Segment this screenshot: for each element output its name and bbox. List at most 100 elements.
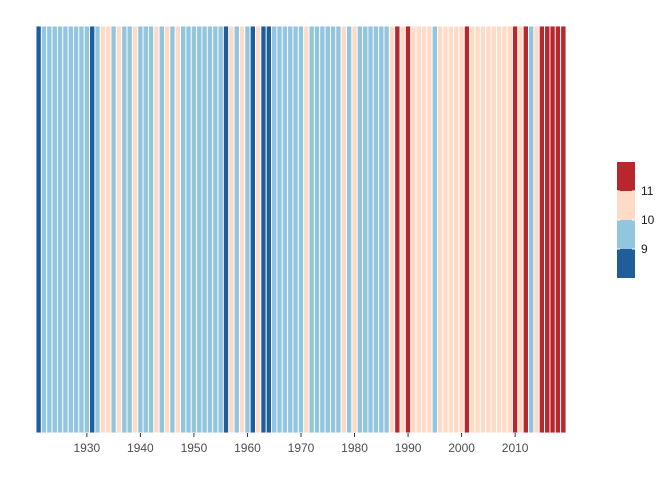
stripe-1968	[287, 25, 294, 434]
stripe-2001	[463, 25, 471, 434]
stripe-2003	[474, 25, 481, 434]
stripe-1940	[137, 25, 144, 434]
stripe-1988	[394, 25, 401, 434]
stripe-1973	[313, 25, 321, 434]
stripe-1982	[362, 25, 369, 434]
stripe-1953	[206, 25, 214, 434]
stripe-1956	[222, 25, 230, 434]
legend-label-9: 9	[641, 242, 648, 256]
stripe-1941	[142, 25, 149, 434]
stripe-1976	[329, 25, 337, 434]
stripe-1949	[185, 25, 192, 434]
stripe-1960	[244, 25, 251, 434]
stripe-1967	[281, 25, 289, 434]
stripe-1943	[153, 25, 160, 434]
stripe-1997	[442, 25, 449, 434]
legend-swatch-0	[617, 162, 635, 191]
stripe-1947	[174, 25, 181, 434]
stripe-1932	[94, 25, 101, 434]
stripe-1926	[62, 25, 69, 434]
stripe-1945	[164, 25, 171, 434]
stripe-1921	[35, 25, 42, 434]
x-tick-label-1980: 1980	[341, 441, 368, 455]
stripe-1978	[340, 25, 347, 434]
legend-swatch-2	[617, 220, 635, 249]
stripes-group	[35, 25, 567, 434]
stripe-1994	[426, 25, 433, 434]
stripe-2005	[485, 25, 492, 434]
stripe-2011	[517, 25, 524, 434]
stripe-2015	[538, 25, 546, 434]
legend: 11 10 9	[617, 162, 655, 278]
stripe-1995	[431, 25, 438, 434]
x-tick-label-1940: 1940	[127, 441, 154, 455]
x-tick-label-2000: 2000	[448, 441, 475, 455]
stripe-1957	[228, 25, 235, 434]
x-tick-label-1930: 1930	[74, 441, 101, 455]
legend-swatch-3	[617, 249, 635, 278]
stripe-1985	[378, 25, 385, 434]
stripe-1971	[303, 25, 310, 434]
stripe-2019	[560, 25, 567, 434]
stripe-1928	[73, 25, 80, 434]
stripe-2017	[549, 25, 556, 434]
legend-label-11: 11	[641, 184, 654, 198]
stripe-2012	[522, 25, 529, 434]
stripe-1986	[383, 25, 390, 434]
stripe-1925	[56, 25, 64, 434]
stripe-1981	[356, 25, 364, 434]
stripe-1955	[217, 25, 224, 434]
stripe-1989	[399, 25, 406, 434]
stripe-1974	[319, 25, 326, 434]
stripe-1979	[346, 25, 353, 434]
stripe-2009	[506, 25, 513, 434]
legend-swatch-1	[617, 191, 635, 220]
stripe-1935	[110, 25, 117, 434]
stripe-1923	[46, 25, 53, 434]
stripe-1991	[410, 25, 417, 434]
stripe-1961	[249, 25, 256, 434]
stripe-1948	[180, 25, 187, 434]
stripe-1998	[447, 25, 455, 434]
stripe-1944	[158, 25, 165, 434]
x-tick-label-1990: 1990	[395, 441, 422, 455]
stripe-1984	[372, 25, 380, 434]
stripe-1931	[89, 25, 96, 434]
stripe-1992	[415, 25, 422, 434]
x-tick-label-2010: 2010	[502, 441, 529, 455]
stripe-1963	[260, 25, 267, 434]
x-tick-label-1960: 1960	[234, 441, 261, 455]
stripe-1946	[169, 25, 176, 434]
x-tick-label-1950: 1950	[181, 441, 208, 455]
stripe-2002	[469, 25, 476, 434]
stripe-1937	[121, 25, 128, 434]
stripe-1952	[201, 25, 208, 434]
stripe-1930	[83, 25, 90, 434]
stripe-1950	[190, 25, 198, 434]
stripe-2010	[512, 25, 519, 434]
stripe-1969	[292, 25, 299, 434]
stripe-1924	[51, 25, 58, 434]
stripe-1999	[453, 25, 460, 434]
stripe-1983	[367, 25, 374, 434]
stripe-1933	[99, 25, 107, 434]
stripe-1977	[335, 25, 342, 434]
stripe-1970	[297, 25, 305, 434]
stripe-1939	[131, 25, 139, 434]
stripe-1958	[233, 25, 240, 434]
stripe-1954	[212, 25, 219, 434]
stripe-1987	[388, 25, 396, 434]
stripe-2013	[528, 25, 535, 434]
stripe-1965	[271, 25, 278, 434]
stripe-2008	[501, 25, 508, 434]
stripe-2004	[479, 25, 487, 434]
stripe-1938	[126, 25, 133, 434]
stripe-1951	[196, 25, 203, 434]
x-axis: 1930 1940 1950 1960 1970 1980 1990 2000 2010	[74, 433, 529, 455]
x-tick-label-1970: 1970	[288, 441, 315, 455]
legend-label-10: 10	[641, 213, 655, 227]
stripe-2000	[458, 25, 465, 434]
stripe-1936	[115, 25, 123, 434]
stripe-1964	[265, 25, 273, 434]
stripe-2016	[544, 25, 551, 434]
